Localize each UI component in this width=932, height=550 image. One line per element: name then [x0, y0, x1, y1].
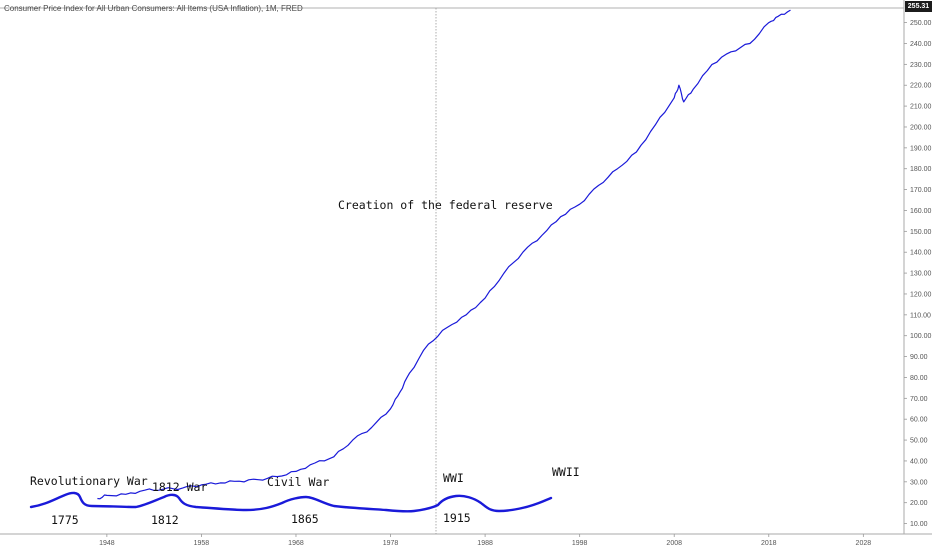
- annotation-revolutionary-war: Revolutionary War: [30, 474, 148, 488]
- annotation-year-1915: 1915: [443, 511, 471, 525]
- y-tick-label: 100.00: [910, 333, 932, 340]
- y-tick-label: 70.00: [910, 396, 928, 403]
- x-tick-label: 2018: [761, 540, 777, 547]
- y-axis-ticks: 10.00 20.00 30.00 40.00 50.00 60.00 70.00 80.00…: [904, 20, 932, 528]
- y-tick-label: 250.00: [910, 20, 932, 27]
- y-tick-label: 170.00: [910, 187, 932, 194]
- annotation-federal-reserve: Creation of the federal reserve: [338, 198, 553, 212]
- y-tick-label: 120.00: [910, 291, 932, 298]
- cpi-series-line: [97, 9, 791, 500]
- y-tick-label: 30.00: [910, 479, 928, 486]
- y-tick-label: 150.00: [910, 229, 932, 236]
- x-tick-label: 2008: [666, 540, 682, 547]
- y-tick-label: 40.00: [910, 458, 928, 465]
- last-price-badge: 255.31: [905, 1, 932, 12]
- y-tick-label: 60.00: [910, 417, 928, 424]
- y-tick-label: 240.00: [910, 41, 932, 48]
- y-tick-label: 180.00: [910, 166, 932, 173]
- y-tick-label: 140.00: [910, 250, 932, 257]
- y-tick-label: 80.00: [910, 375, 928, 382]
- y-tick-label: 160.00: [910, 208, 932, 215]
- x-tick-label: 1988: [477, 540, 493, 547]
- annotation-year-1812: 1812: [151, 513, 179, 527]
- annotation-wwi: WWI: [443, 471, 464, 485]
- annotation-year-1775: 1775: [51, 513, 79, 527]
- y-tick-label: 200.00: [910, 124, 932, 131]
- historical-inflation-sketch: [29, 491, 553, 513]
- x-tick-label: 1978: [383, 540, 399, 547]
- y-tick-label: 90.00: [910, 354, 928, 361]
- x-axis-ticks: 1948 1958 1968 1978 1988 1998 2008 2018 2028: [99, 534, 871, 547]
- x-tick-label: 1948: [99, 540, 115, 547]
- y-tick-label: 210.00: [910, 104, 932, 111]
- x-tick-label: 2028: [856, 540, 872, 547]
- annotation-1812-war: 1812 War: [152, 480, 207, 494]
- annotation-year-1865: 1865: [291, 512, 319, 526]
- y-tick-label: 10.00: [910, 521, 928, 528]
- y-tick-label: 50.00: [910, 438, 928, 445]
- y-tick-label: 110.00: [910, 312, 931, 319]
- x-tick-label: 1968: [288, 540, 304, 547]
- chart-title: Consumer Price Index for All Urban Consu…: [4, 4, 303, 13]
- y-tick-label: 190.00: [910, 145, 932, 152]
- annotation-wwii: WWII: [552, 465, 580, 479]
- x-tick-label: 1998: [572, 540, 588, 547]
- y-tick-label: 220.00: [910, 83, 932, 90]
- annotation-civil-war: Civil War: [267, 475, 329, 489]
- y-tick-label: 230.00: [910, 62, 932, 69]
- y-tick-label: 130.00: [910, 271, 932, 278]
- x-tick-label: 1958: [194, 540, 210, 547]
- y-tick-label: 20.00: [910, 500, 928, 507]
